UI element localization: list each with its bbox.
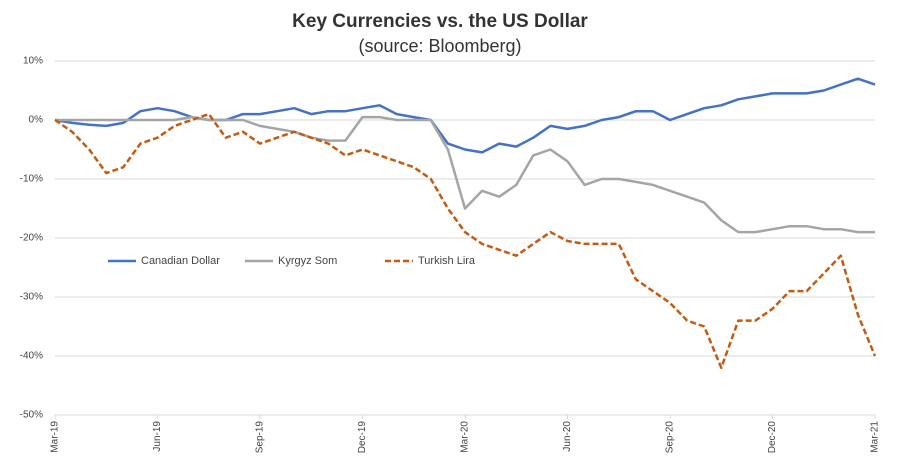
- series-line: [54, 112, 877, 370]
- x-tick-label: Jun-19: [152, 421, 163, 452]
- y-tick-label: 0%: [29, 115, 44, 126]
- chart-title: Key Currencies vs. the US Dollar: [292, 11, 588, 32]
- x-tick-label: Mar-21: [870, 421, 881, 453]
- x-tick-label: Sep-20: [665, 421, 676, 454]
- x-tick-label: Jun-20: [562, 421, 573, 452]
- x-tick-label: Dec-19: [357, 421, 368, 454]
- y-tick-label: -20%: [20, 233, 43, 244]
- x-tick-label: Mar-20: [460, 421, 471, 453]
- series-line: [55, 115, 875, 234]
- y-tick-label: -40%: [20, 351, 43, 362]
- x-tick-label: Dec-20: [767, 421, 778, 454]
- y-tick-label: 10%: [23, 56, 43, 67]
- legend-label: Canadian Dollar: [141, 255, 220, 267]
- y-tick-label: -50%: [20, 410, 43, 421]
- chart-subtitle: (source: Bloomberg): [358, 36, 521, 56]
- x-tick-label: Sep-19: [255, 421, 266, 454]
- legend-label: Kyrgyz Som: [278, 255, 337, 267]
- y-tick-label: -10%: [20, 174, 43, 185]
- legend-label: Turkish Lira: [418, 255, 476, 267]
- x-tick-label: Mar-19: [50, 421, 61, 453]
- y-tick-label: -30%: [20, 292, 43, 303]
- series-line: [54, 77, 876, 154]
